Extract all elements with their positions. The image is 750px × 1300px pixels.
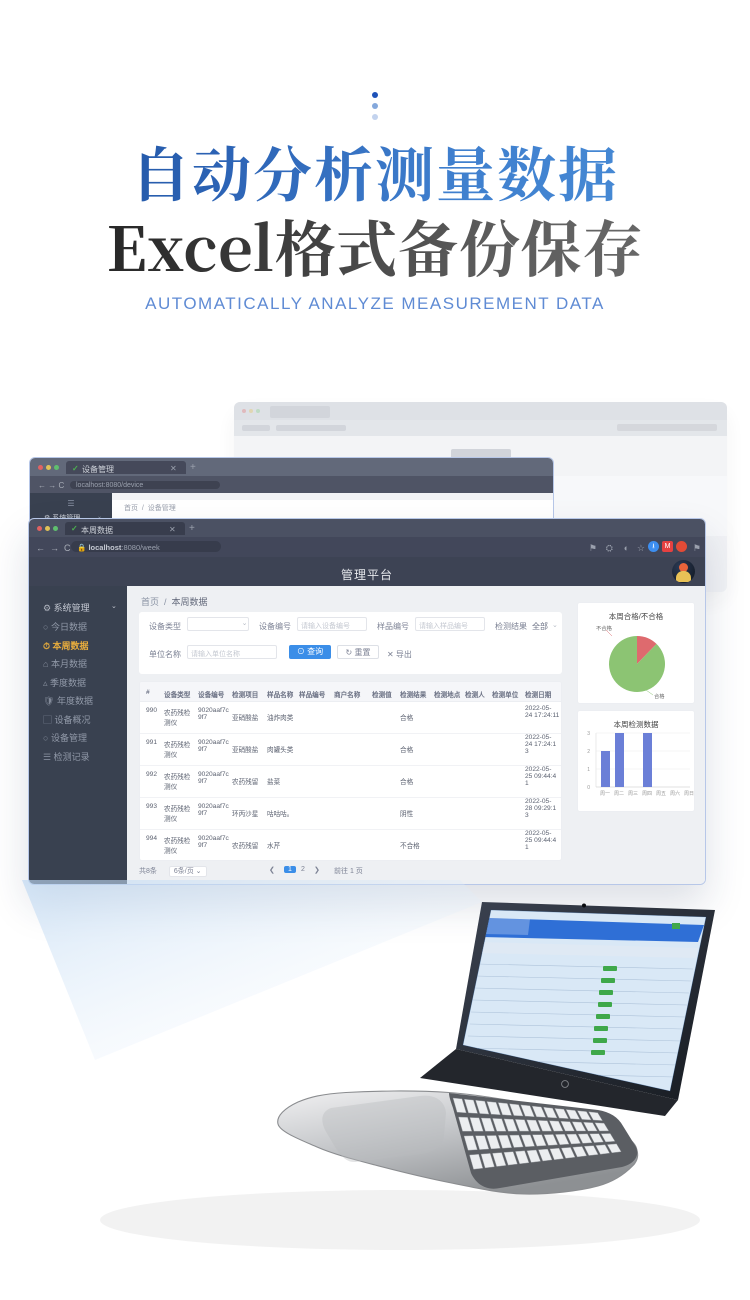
svg-text:1: 1 <box>587 767 590 773</box>
svg-text:周六: 周六 <box>670 790 680 797</box>
svg-text:周日: 周日 <box>684 791 694 797</box>
svg-text:周四: 周四 <box>642 791 652 797</box>
svg-text:不合格: 不合格 <box>596 624 613 632</box>
svg-text:3: 3 <box>587 731 590 737</box>
svg-text:周五: 周五 <box>656 791 666 797</box>
svg-text:周二: 周二 <box>614 791 624 797</box>
svg-text:0: 0 <box>587 785 590 791</box>
svg-text:周一: 周一 <box>600 791 610 797</box>
svg-text:合格: 合格 <box>654 692 665 700</box>
svg-text:周三: 周三 <box>628 791 638 797</box>
svg-text:2: 2 <box>587 749 590 755</box>
